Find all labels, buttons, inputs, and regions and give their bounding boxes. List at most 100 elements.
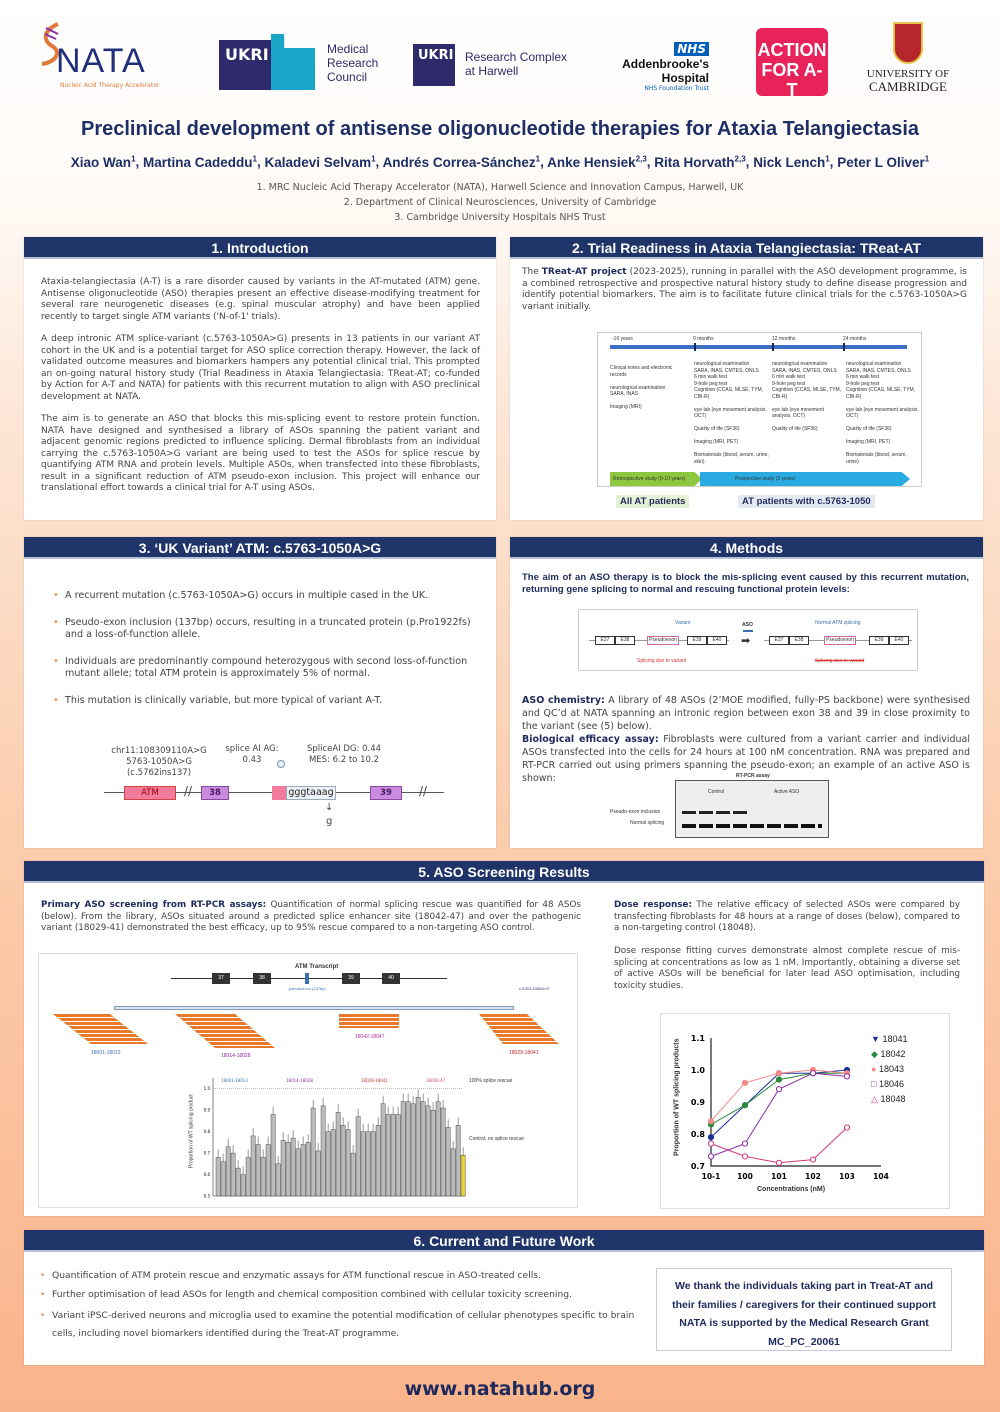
svg-text:18001-18013: 18001-18013 — [221, 1078, 248, 1083]
nhs-line: Hospital — [661, 71, 709, 85]
dose-response-chart: 0.7 0.8 0.9 1.0 1.1 10-1 100 101 102 103 104 Propo… — [660, 1013, 950, 1209]
legend-item: ● 18043 — [871, 1064, 904, 1074]
group-label-all: All AT patients — [616, 495, 690, 508]
cambridge-line: CAMBRIDGE — [868, 79, 947, 94]
author: Andrés Correa-Sánchez1 — [382, 154, 541, 170]
mes-label: MES: 6.2 to 10.2 — [308, 755, 380, 765]
ag-value: 0.43 — [242, 755, 262, 765]
variant-hgvs: 5763-1050A>G (c.5762ins137) — [126, 757, 192, 778]
annotation-control: Control, no splice rescue — [469, 1136, 525, 1142]
nata-wordmark: NATA — [56, 42, 146, 80]
group-label-variant: AT patients with c.5763-1050 — [738, 495, 875, 508]
mrc-line: Research — [327, 56, 379, 70]
author: Anke Hensiek2,3 — [547, 154, 647, 170]
prospective-arrow: Prospective study (2 years) — [700, 472, 910, 486]
section-heading: 2. Trial Readiness in Ataxia Telangiecta… — [510, 237, 983, 259]
future-bullet: Quantification of ATM protein rescue and… — [38, 1270, 658, 1283]
bar-chart-svg: 0.5 0.6 0.7 0.8 0.9 1.0 18001-18013 18014-18028… — [204, 1078, 466, 1199]
treat-at-panel: 2. Trial Readiness in Ataxia Telangiecta… — [510, 237, 983, 520]
splicing-diagram: Variant ASO Normal ATM splicing E37 E38 … — [578, 609, 918, 671]
author: Xiao Wan1 — [70, 154, 136, 170]
svg-text:18042-47: 18042-47 — [426, 1078, 446, 1083]
pseudoexon-sequence: gggtaaag — [286, 786, 336, 800]
legend-item: ◆ 18042 — [871, 1049, 906, 1059]
svg-text:104: 104 — [873, 1172, 889, 1181]
arrow-right-icon: ➡ — [741, 634, 751, 647]
timeline-col: Clinical notes and electronic records ne… — [610, 365, 673, 410]
action-line: FOR A-T — [761, 60, 823, 100]
cambridge-line: UNIVERSITY OF — [866, 68, 950, 80]
mrc-line: Council — [327, 70, 368, 84]
dose-response-label: Dose response: — [614, 900, 693, 910]
nata-logo: NATA Nucleic Acid Therapy Accelerator — [36, 22, 186, 92]
timeline-col: neurological examination SARA, INAS, CMTE… — [694, 361, 769, 465]
svg-text:1.1: 1.1 — [691, 1034, 706, 1043]
splicing-due-label: Splicing due to variant — [637, 658, 687, 664]
results-panel: 5. ASO Screening Results Primary ASO scr… — [24, 861, 984, 1216]
author: Peter L Oliver1 — [837, 154, 930, 170]
primary-screening-label: Primary ASO screening from RT-PCR assays… — [41, 900, 267, 910]
exon-39-box: 39 — [370, 786, 402, 800]
dose-response-svg: 0.7 0.8 0.9 1.0 1.1 10-1 100 101 102 103 104 — [691, 1034, 889, 1181]
introduction-panel: 1. Introduction Ataxia-telangiectasia (A… — [24, 237, 496, 520]
timeline-point: 12 months — [772, 336, 796, 342]
variant-bullet: Individuals are predominantly compound h… — [51, 656, 476, 681]
timeline-point: 24 months — [843, 336, 867, 342]
svg-text:102: 102 — [805, 1172, 821, 1181]
timeline-point: 0 months — [693, 336, 714, 342]
section-heading: 4. Methods — [510, 537, 983, 559]
affiliations: 1. MRC Nucleic Acid Therapy Accelerator … — [0, 180, 1000, 225]
legend-item: □ 18046 — [871, 1079, 904, 1089]
gel-band-label: Pseudo-exon inclusion — [610, 809, 661, 815]
substitution-base: g — [326, 816, 333, 827]
future-bullet: Variant iPSC-derived neurons and microgl… — [38, 1307, 658, 1343]
author-list: Xiao Wan1, Martina Cadeddu1, Kaladevi Se… — [70, 154, 930, 170]
mrc-accent-shape — [271, 34, 315, 90]
intro-paragraph: A deep intronic ATM splice-variant (c.57… — [41, 334, 480, 402]
dna-helix-icon — [41, 22, 59, 66]
normal-splicing-label: Normal ATM splicing — [815, 620, 861, 626]
intro-paragraph: Ataxia-telangiectasia (A-T) is a rare di… — [41, 277, 480, 322]
svg-text:10-1: 10-1 — [702, 1172, 721, 1181]
author: Martina Cadeddu1 — [143, 154, 257, 170]
svg-text:0.8: 0.8 — [204, 1129, 211, 1134]
break-icon: // — [184, 784, 193, 798]
dose-ylabel: Proportion of WT splicing products — [673, 1038, 681, 1156]
legend-item: △ 18048 — [871, 1094, 906, 1104]
pseudoexon-marker — [305, 973, 309, 984]
gel-band-label: Normal splicing — [630, 820, 665, 826]
atm-gene-box: ATM — [124, 786, 176, 800]
svg-text:103: 103 — [839, 1172, 855, 1181]
rch-logo: UKRI Research Complex at Harwell — [413, 44, 593, 88]
arrow-down-icon: ↓ — [325, 802, 334, 813]
rch-line: at Harwell — [465, 64, 519, 78]
variant-bullet: Pseudo-exon inclusion (137bp) occurs, re… — [51, 617, 476, 642]
svg-text:0.6: 0.6 — [204, 1172, 211, 1177]
section-heading: 5. ASO Screening Results — [24, 861, 984, 883]
svg-text:1.0: 1.0 — [691, 1066, 706, 1075]
future-bullet: Further optimisation of lead ASOs for le… — [38, 1289, 658, 1302]
aso-tiling-group — [339, 1014, 399, 1028]
cambridge-logo: UNIVERSITY OF CAMBRIDGE — [862, 22, 954, 102]
timeline-col: neurological examination SARA, INAS, CMTE… — [772, 361, 842, 432]
timeline-point: -10 years — [612, 336, 633, 342]
nhs-badge: NHS — [674, 42, 709, 56]
aso-label: ASO — [742, 622, 753, 628]
methods-aim: The aim of an ASO therapy is to block th… — [522, 572, 969, 595]
dose-legend: ▼ 18041 ◆ 18042 ● 18043 □ 18046 △ 18048 — [871, 1032, 907, 1107]
rt-pcr-gel: Control Active ASO — [675, 780, 829, 838]
cambridge-crest-icon — [893, 22, 923, 64]
treat-at-timeline: -10 years 0 months 12 months 24 months C… — [597, 332, 922, 487]
website-link[interactable]: www.natahub.org — [404, 1378, 596, 1400]
annotation-full-rescue: 100% splice rescue — [469, 1078, 513, 1084]
nata-tagline: Nucleic Acid Therapy Accelerator — [60, 82, 160, 89]
legend-item: ▼ 18041 — [871, 1034, 908, 1044]
poster-title: Preclinical development of antisense oli… — [80, 118, 920, 140]
aso-tiling-group — [53, 1014, 148, 1044]
affiliation: 1. MRC Nucleic Acid Therapy Accelerator … — [256, 182, 744, 193]
aso-chemistry-label: ASO chemistry: — [522, 695, 605, 706]
mrc-line: Medical — [327, 42, 369, 56]
action-for-at-logo: ACTION FOR A-T — [756, 28, 828, 100]
timeline-bar — [610, 345, 907, 349]
mrc-logo: UKRI Medical Research Council — [219, 34, 399, 90]
